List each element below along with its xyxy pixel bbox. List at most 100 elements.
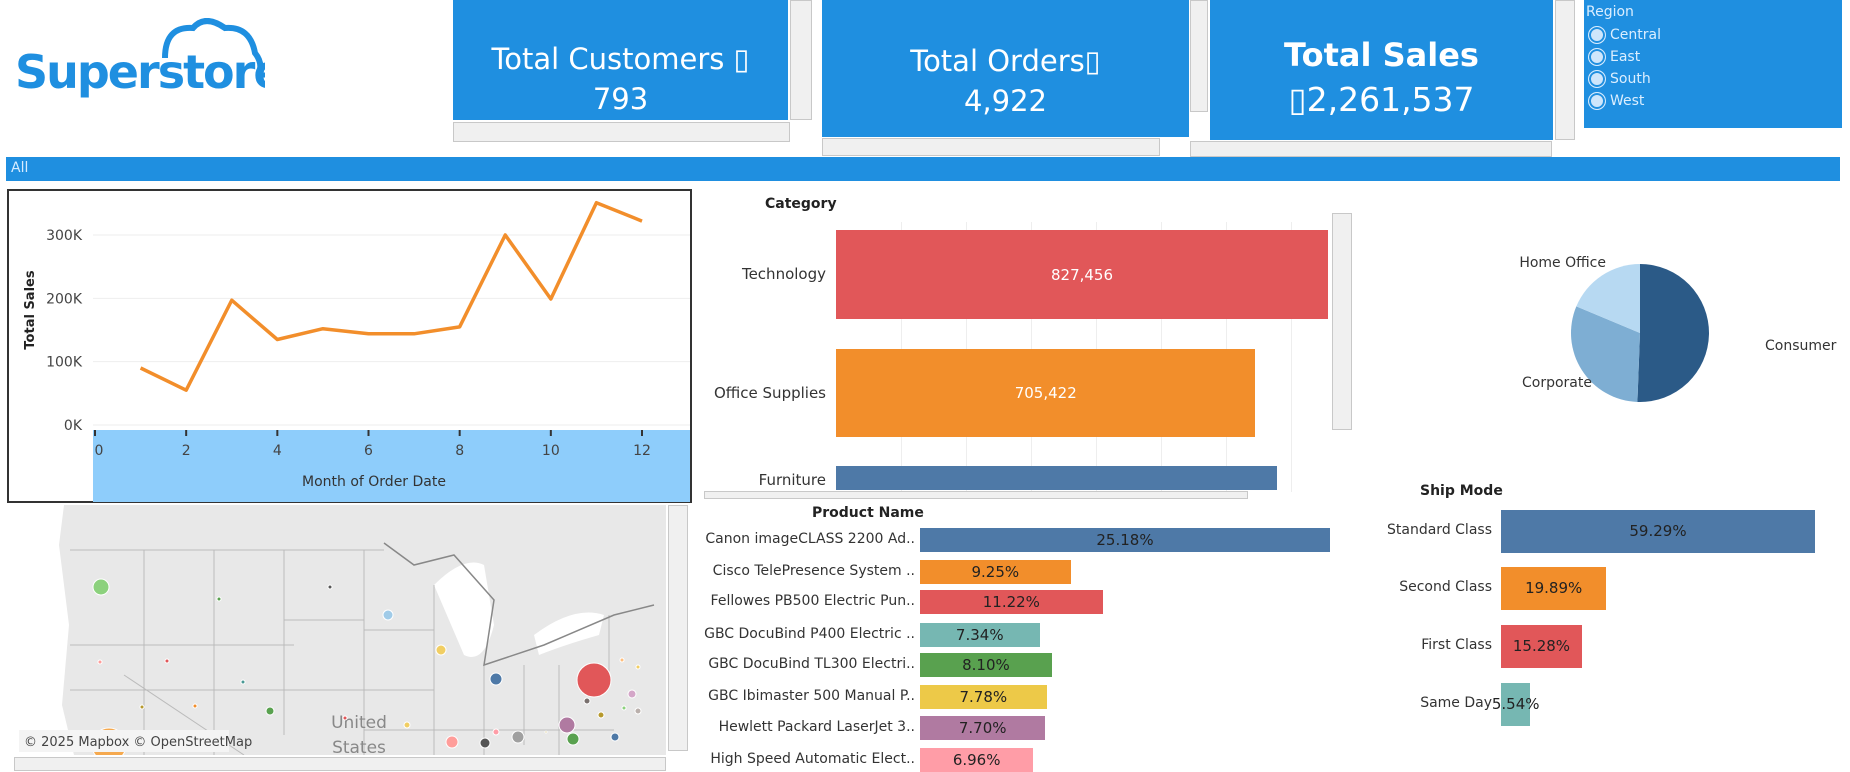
- category-label: Second Class: [1399, 579, 1492, 595]
- pie-slice-consumer: [1637, 264, 1709, 402]
- category-header: Category: [765, 196, 837, 212]
- sales-location-marker: [584, 698, 590, 704]
- bar[interactable]: 5.54%: [1501, 683, 1530, 726]
- bar[interactable]: 705,422: [836, 349, 1255, 437]
- bar[interactable]: 25.18%: [920, 528, 1330, 552]
- pie-label: Corporate: [1522, 375, 1592, 391]
- country-label: States: [332, 738, 386, 755]
- bar[interactable]: 8.10%: [920, 653, 1052, 677]
- radio-button[interactable]: [1588, 26, 1606, 44]
- pie-label: Consumer: [1765, 338, 1837, 354]
- sales-location-marker: [622, 706, 626, 710]
- x-tick-label: 6: [364, 443, 373, 459]
- region-option-east[interactable]: East: [1588, 46, 1842, 68]
- bar-value-label: 59.29%: [1629, 522, 1686, 540]
- bar-value-label: 6.96%: [953, 751, 1001, 769]
- x-tick-label: 12: [633, 443, 651, 459]
- sales-location-marker: [436, 645, 446, 655]
- sales-location-marker: [598, 712, 604, 718]
- category-label: Technology: [742, 265, 826, 283]
- category-label: Cisco TelePresence System ..: [713, 563, 915, 579]
- category-label: High Speed Automatic Elect..: [710, 751, 915, 767]
- radio-button[interactable]: [1588, 70, 1606, 88]
- segment-pie-chart: Consumer Corporate Home Office: [1450, 220, 1850, 450]
- scrollbar-horizontal[interactable]: [704, 491, 1248, 499]
- sales-location-marker: [620, 658, 624, 662]
- category-label: GBC DocuBind P400 Electric ..: [704, 626, 915, 642]
- bar[interactable]: 7.34%: [920, 623, 1040, 647]
- sales-location-marker: [577, 663, 611, 697]
- region-option-west[interactable]: West: [1588, 90, 1842, 112]
- sales-location-marker: [98, 660, 102, 664]
- x-axis-band: [93, 430, 690, 502]
- bar-value-label: 8.10%: [962, 656, 1010, 674]
- bar[interactable]: 15.28%: [1501, 625, 1582, 668]
- region-option-central[interactable]: Central: [1588, 24, 1842, 46]
- y-axis-title: Total Sales: [23, 270, 38, 349]
- region-filter-title: Region: [1586, 4, 1842, 24]
- bar[interactable]: 827,456: [836, 230, 1328, 319]
- bar[interactable]: 19.89%: [1501, 567, 1606, 610]
- radio-button[interactable]: [1588, 48, 1606, 66]
- scrollbar-vertical[interactable]: [1190, 0, 1208, 112]
- ship-mode-header: Ship Mode: [1420, 483, 1503, 499]
- category-label: Standard Class: [1387, 522, 1492, 538]
- bar[interactable]: 7.78%: [920, 685, 1047, 709]
- x-tick-label: 10: [542, 443, 560, 459]
- sales-location-marker: [628, 690, 636, 698]
- bar-value-label: 19.89%: [1525, 579, 1582, 597]
- bar[interactable]: 11.22%: [920, 590, 1103, 614]
- scrollbar-vertical[interactable]: [668, 505, 688, 751]
- region-option-label: Central: [1610, 27, 1661, 43]
- sales-location-marker: [266, 707, 274, 715]
- sales-location-marker: [193, 704, 197, 708]
- x-tick-label: 0: [95, 443, 104, 459]
- region-filter: Region Central East South West: [1584, 0, 1842, 128]
- scrollbar-vertical[interactable]: [1555, 0, 1575, 140]
- pie-label: Home Office: [1519, 255, 1606, 271]
- bar[interactable]: [836, 466, 1277, 490]
- sales-location-marker: [165, 659, 169, 663]
- bar-value-label: 5.54%: [1492, 695, 1540, 713]
- kpi-title: Total Sales: [1210, 36, 1553, 74]
- category-label: GBC Ibimaster 500 Manual P..: [708, 688, 915, 704]
- bar[interactable]: 59.29%: [1501, 510, 1815, 553]
- bar-value-label: 25.18%: [1096, 531, 1153, 549]
- bar-value-label: 11.22%: [983, 593, 1040, 611]
- y-tick-label: 200K: [46, 291, 83, 307]
- bar[interactable]: 7.70%: [920, 716, 1045, 740]
- bar-value-label: 15.28%: [1513, 637, 1570, 655]
- bar[interactable]: 6.96%: [920, 748, 1033, 772]
- sales-location-marker: [545, 731, 547, 733]
- scrollbar-vertical[interactable]: [1332, 213, 1352, 430]
- radio-button[interactable]: [1588, 92, 1606, 110]
- sales-location-marker: [217, 597, 221, 601]
- bar-value-label: 7.34%: [956, 626, 1004, 644]
- bar-value-label: 7.78%: [960, 688, 1008, 706]
- x-tick-label: 2: [182, 443, 191, 459]
- category-label: Same Day: [1420, 695, 1492, 711]
- bar-value-label: 705,422: [1015, 384, 1077, 402]
- sales-location-marker: [140, 705, 144, 709]
- kpi-total-sales: Total Sales ▯2,261,537: [1210, 0, 1553, 140]
- category-label: Hewlett Packard LaserJet 3..: [719, 719, 915, 735]
- category-label: First Class: [1421, 637, 1492, 653]
- region-option-south[interactable]: South: [1588, 68, 1842, 90]
- region-option-label: West: [1610, 93, 1644, 109]
- scrollbar-horizontal[interactable]: [822, 138, 1160, 156]
- scrollbar-horizontal[interactable]: [1190, 141, 1552, 157]
- category-label: Furniture: [759, 471, 826, 489]
- bar-value-label: 7.70%: [959, 719, 1007, 737]
- bar[interactable]: 9.25%: [920, 560, 1071, 584]
- kpi-title: Total Orders▯: [822, 44, 1189, 78]
- category-label: Office Supplies: [714, 384, 826, 402]
- region-option-label: South: [1610, 71, 1651, 87]
- kpi-total-orders: Total Orders▯ 4,922: [822, 0, 1189, 137]
- kpi-value: 4,922: [822, 84, 1189, 118]
- sales-location-marker: [493, 729, 499, 735]
- x-tick-label: 4: [273, 443, 282, 459]
- scrollbar-vertical[interactable]: [790, 0, 812, 120]
- sales-location-marker: [559, 717, 575, 733]
- scrollbar-horizontal[interactable]: [14, 757, 666, 771]
